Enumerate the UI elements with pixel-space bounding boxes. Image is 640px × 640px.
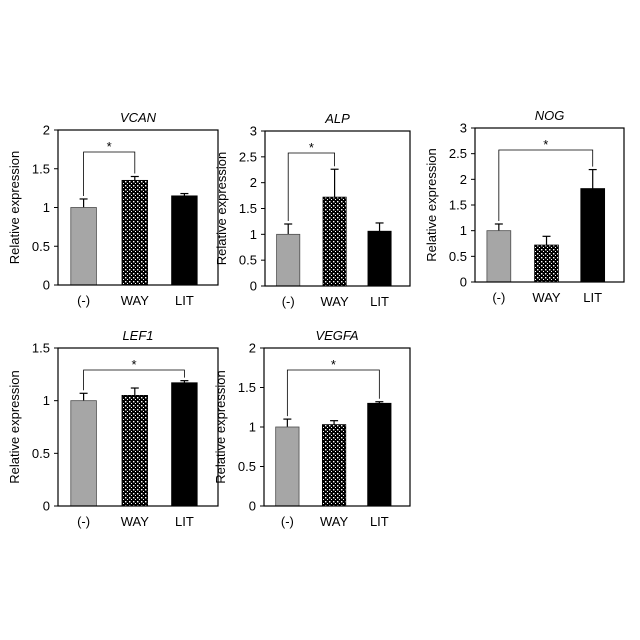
y-tick-label: 3 bbox=[250, 124, 257, 139]
y-tick-label: 0 bbox=[43, 499, 50, 514]
bar-lit bbox=[172, 383, 198, 506]
y-tick-label: 1 bbox=[249, 420, 256, 435]
chart-panel-vcan: VCAN Relative expression 0 0.5 1 1.5 2 (-) WAY LI… bbox=[7, 110, 218, 308]
y-tick-label: 2 bbox=[249, 341, 256, 356]
bar-way bbox=[323, 197, 346, 286]
x-tick-label: LIT bbox=[175, 514, 194, 529]
x-tick-label: (-) bbox=[77, 293, 90, 308]
y-tick-label: 3 bbox=[460, 121, 467, 136]
y-tick-label: 2 bbox=[250, 175, 257, 190]
chart-panel-alp: ALP Relative expression 0 0.5 1 1.5 2 2.5 3 (-) WA… bbox=[214, 111, 410, 309]
y-tick-label: 0 bbox=[43, 278, 50, 293]
significance-star: * bbox=[331, 357, 336, 372]
y-tick-label: 2.5 bbox=[449, 146, 467, 161]
significance-bracket bbox=[499, 150, 593, 221]
bar-way bbox=[122, 395, 148, 506]
y-tick-label: 0.5 bbox=[239, 253, 257, 268]
chart-title: VCAN bbox=[120, 110, 157, 125]
bar-lit bbox=[172, 196, 198, 285]
y-tick-label: 0.5 bbox=[32, 239, 50, 254]
y-tick-label: 1.5 bbox=[238, 380, 256, 395]
significance-star: * bbox=[131, 357, 136, 372]
x-tick-label: LIT bbox=[370, 294, 389, 309]
y-axis-label: Relative expression bbox=[7, 151, 22, 264]
y-tick-label: 0.5 bbox=[238, 459, 256, 474]
y-tick-label: 1.5 bbox=[32, 161, 50, 176]
significance-star: * bbox=[309, 140, 314, 155]
chart-panel-lef1: LEF1 Relative expression 0 0.5 1 1.5 (-) WAY LIT… bbox=[7, 328, 218, 529]
bar- bbox=[487, 231, 511, 282]
bar- bbox=[71, 401, 97, 506]
chart-title: NOG bbox=[535, 108, 565, 123]
y-tick-label: 0 bbox=[460, 275, 467, 290]
bar-way bbox=[122, 180, 148, 285]
y-tick-label: 0.5 bbox=[32, 446, 50, 461]
x-tick-label: (-) bbox=[77, 514, 90, 529]
bar-lit bbox=[368, 403, 391, 506]
y-tick-label: 1.5 bbox=[239, 201, 257, 216]
chart-panel-nog: NOG Relative expression 0 0.5 1 1.5 2 2.5 3 (-) WA… bbox=[424, 108, 624, 305]
bar- bbox=[277, 234, 300, 286]
y-tick-label: 2 bbox=[43, 123, 50, 138]
x-tick-label: WAY bbox=[121, 514, 149, 529]
x-tick-label: WAY bbox=[321, 294, 349, 309]
bar-way bbox=[535, 245, 559, 282]
significance-bracket bbox=[84, 370, 185, 390]
bar-way bbox=[322, 425, 345, 506]
y-tick-label: 1.5 bbox=[449, 198, 467, 213]
bar-lit bbox=[581, 189, 605, 282]
x-tick-label: LIT bbox=[175, 293, 194, 308]
significance-star: * bbox=[543, 137, 548, 152]
x-tick-label: WAY bbox=[532, 290, 560, 305]
x-tick-label: (-) bbox=[282, 294, 295, 309]
significance-star: * bbox=[107, 139, 112, 154]
y-tick-label: 1 bbox=[250, 227, 257, 242]
chart-title: VEGFA bbox=[315, 328, 358, 343]
chart-panel-vegfa: VEGFA Relative expression 0 0.5 1 1.5 2 (-) WAY L… bbox=[213, 328, 410, 529]
y-tick-label: 1 bbox=[43, 393, 50, 408]
x-tick-label: WAY bbox=[320, 514, 348, 529]
y-axis-label: Relative expression bbox=[424, 148, 439, 261]
bar- bbox=[276, 427, 299, 506]
chart-title: ALP bbox=[324, 111, 350, 126]
x-tick-label: (-) bbox=[492, 290, 505, 305]
y-tick-label: 2.5 bbox=[239, 149, 257, 164]
significance-bracket bbox=[287, 370, 379, 416]
bar-lit bbox=[368, 231, 391, 286]
x-tick-label: WAY bbox=[121, 293, 149, 308]
y-tick-label: 1 bbox=[43, 200, 50, 215]
y-axis-label: Relative expression bbox=[214, 152, 229, 265]
y-tick-label: 1.5 bbox=[32, 341, 50, 356]
y-tick-label: 0.5 bbox=[449, 249, 467, 264]
y-tick-label: 2 bbox=[460, 172, 467, 187]
bar- bbox=[71, 208, 97, 286]
y-tick-label: 0 bbox=[250, 279, 257, 294]
y-tick-label: 1 bbox=[460, 223, 467, 238]
y-axis-label: Relative expression bbox=[7, 370, 22, 483]
x-tick-label: LIT bbox=[583, 290, 602, 305]
y-axis-label: Relative expression bbox=[213, 370, 228, 483]
chart-title: LEF1 bbox=[122, 328, 153, 343]
x-tick-label: LIT bbox=[370, 514, 389, 529]
y-tick-label: 0 bbox=[249, 499, 256, 514]
x-tick-label: (-) bbox=[281, 514, 294, 529]
